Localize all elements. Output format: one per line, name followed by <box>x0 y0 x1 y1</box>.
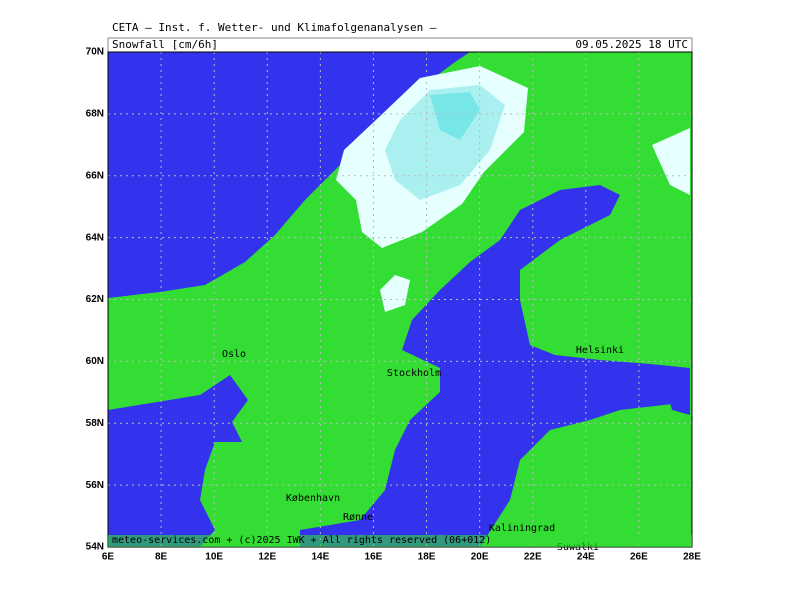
lat-label: 62N <box>86 294 104 305</box>
lat-label: 54N <box>86 542 104 553</box>
lon-label: 22E <box>524 552 542 563</box>
lon-label: 26E <box>630 552 648 563</box>
lat-label: 64N <box>86 232 104 243</box>
city-label: København <box>286 493 340 504</box>
lat-label: 58N <box>86 418 104 429</box>
city-label: Oslo <box>222 349 246 360</box>
footer: meteo-services.com + (c)2025 IWK + All r… <box>112 535 491 546</box>
lake <box>668 390 690 415</box>
lat-label: 68N <box>86 109 104 120</box>
snow-heavy <box>430 92 480 140</box>
snow-patch <box>380 275 410 312</box>
city-label: Stockholm <box>387 368 441 379</box>
title: Snowfall [cm/6h] <box>112 38 218 51</box>
city-label: Suwałki <box>557 542 599 553</box>
city-label: Kaliningrad <box>489 523 555 534</box>
lon-label: 8E <box>155 552 168 563</box>
lon-label: 14E <box>311 552 329 563</box>
footer-band <box>108 535 692 547</box>
header: CETA – Inst. f. Wetter- und Klimafolgena… <box>112 21 437 34</box>
snow-patch-east <box>652 128 690 195</box>
city-label: Rønne <box>343 512 373 523</box>
valid-time: 09.05.2025 18 UTC <box>575 38 688 51</box>
lon-label: 18E <box>418 552 436 563</box>
lon-label: 6E <box>102 552 115 563</box>
lon-label: 10E <box>205 552 223 563</box>
lat-label: 70N <box>86 47 104 58</box>
lat-label: 60N <box>86 356 104 367</box>
lon-label: 24E <box>577 552 595 563</box>
lon-label: 12E <box>258 552 276 563</box>
lat-label: 56N <box>86 480 104 491</box>
map <box>107 51 693 548</box>
lon-label: 16E <box>365 552 383 563</box>
baltic-sea <box>300 185 690 547</box>
north-sea <box>108 375 248 547</box>
lon-label: 20E <box>471 552 489 563</box>
lat-label: 66N <box>86 170 104 181</box>
lon-label: 28E <box>683 552 701 563</box>
city-label: Helsinki <box>576 345 624 356</box>
